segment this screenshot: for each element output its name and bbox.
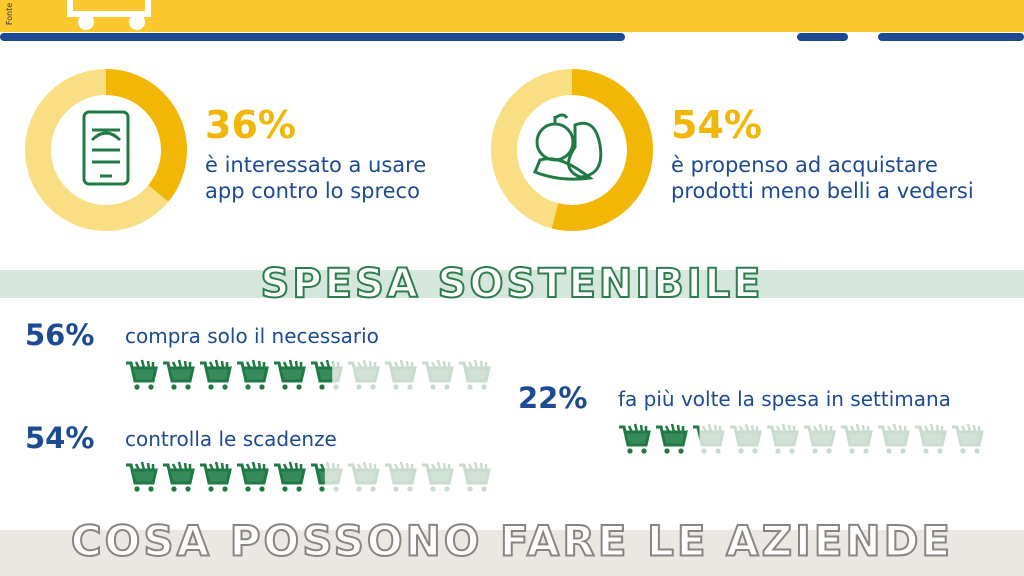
cart-full — [272, 460, 306, 494]
cart-empty — [383, 358, 417, 392]
cart-empty — [950, 422, 984, 456]
donut-text: prodotti meno belli a vedersi — [671, 179, 974, 203]
cart-empty — [765, 422, 799, 456]
cart-full — [235, 358, 269, 392]
donut-arc — [491, 69, 653, 231]
section-title: SPESA SOSTENIBILE — [261, 261, 764, 307]
rule — [0, 33, 625, 41]
donut-arc — [25, 69, 187, 231]
row-percent: 56% — [25, 318, 94, 352]
cart-full — [618, 422, 651, 456]
cart-empty — [346, 460, 380, 494]
cart-full — [161, 358, 195, 392]
row-text: controlla le scadenze — [125, 427, 337, 451]
cart-empty — [420, 460, 454, 494]
row-text: compra solo il necessario — [125, 324, 379, 348]
cart-empty — [802, 422, 836, 456]
donut-text: è propenso ad acquistare — [671, 153, 938, 177]
cart-empty — [457, 358, 491, 392]
source-label: Fonte — [5, 3, 14, 25]
cart-full — [654, 422, 688, 456]
donut-text: app contro lo spreco — [205, 179, 420, 203]
row-percent: 22% — [518, 381, 587, 415]
donut-text: è interessato a usare — [205, 153, 426, 177]
donut-percent: 36% — [205, 103, 296, 147]
cart-empty — [839, 422, 873, 456]
cart-empty — [457, 460, 491, 494]
footer-title: COSA POSSONO FARE LE AZIENDE — [71, 517, 953, 566]
cart-full — [235, 460, 269, 494]
phone-icon — [82, 110, 130, 186]
top-cart-icon — [67, 0, 151, 30]
cart-full — [125, 358, 158, 392]
top-band — [0, 0, 1024, 32]
cart-empty — [728, 422, 762, 456]
row-percent: 54% — [25, 421, 94, 455]
cart-empty — [346, 358, 380, 392]
section-band — [0, 270, 1024, 298]
row-text: fa più volte la spesa in settimana — [618, 387, 951, 411]
cart-empty — [913, 422, 947, 456]
cart-empty — [876, 422, 910, 456]
cart-empty — [420, 358, 454, 392]
cart-full — [272, 358, 306, 392]
cart-full — [198, 460, 232, 494]
produce-icon — [533, 113, 603, 181]
cart-full — [198, 358, 232, 392]
footer-band — [0, 530, 1024, 576]
cart-full — [161, 460, 195, 494]
cart-empty — [383, 460, 417, 494]
donut-percent: 54% — [671, 103, 762, 147]
cart-full — [125, 460, 158, 494]
rule — [797, 33, 848, 41]
rule — [878, 33, 1024, 41]
